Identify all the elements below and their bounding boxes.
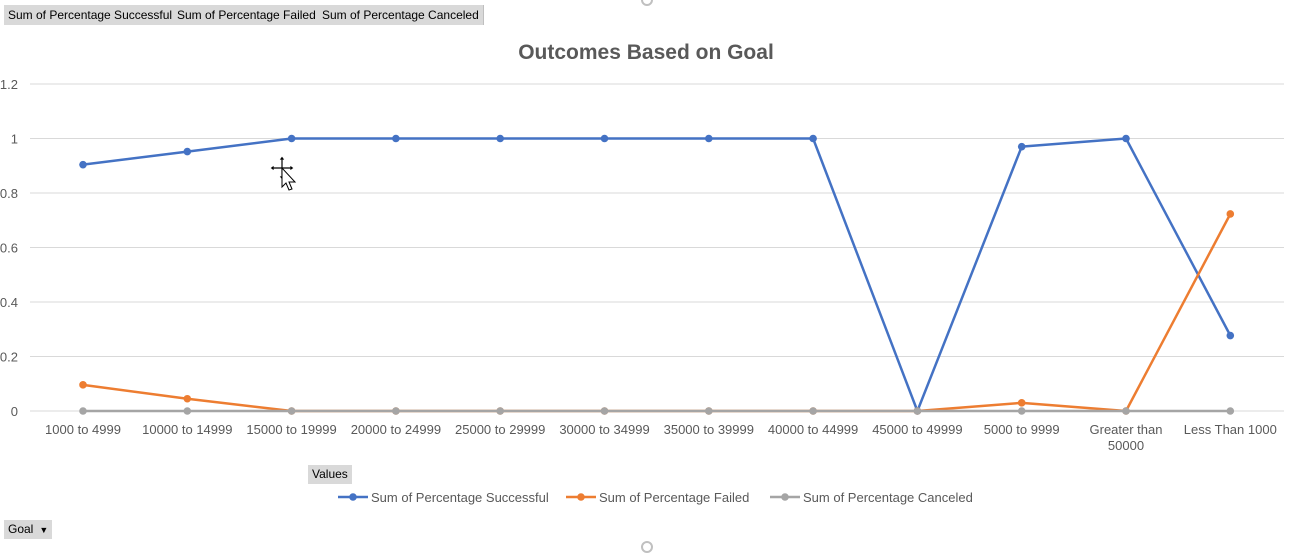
legend-item: Sum of Percentage Canceled bbox=[770, 490, 973, 505]
data-point bbox=[496, 134, 505, 143]
field-button-canceled[interactable]: Sum of Percentage Canceled bbox=[318, 5, 484, 25]
x-category-label: 10000 to 14999 bbox=[142, 422, 232, 437]
goal-field-label: Goal bbox=[8, 522, 34, 536]
legend-label: Sum of Percentage Canceled bbox=[803, 490, 973, 505]
x-category-label: 45000 to 49999 bbox=[872, 422, 962, 437]
series-line bbox=[82, 213, 1232, 413]
data-point bbox=[1122, 407, 1130, 415]
x-category-label: 25000 to 29999 bbox=[455, 422, 545, 437]
data-point bbox=[496, 407, 505, 415]
data-point bbox=[705, 134, 713, 143]
legend-label: Sum of Percentage Failed bbox=[599, 490, 749, 505]
data-point bbox=[1226, 407, 1235, 415]
data-point bbox=[287, 134, 296, 143]
series-line bbox=[82, 137, 1232, 413]
y-tick-label: 0.2 bbox=[0, 350, 18, 365]
x-category-label: 1000 to 4999 bbox=[45, 422, 121, 437]
y-tick-label: 0 bbox=[11, 404, 18, 419]
series-0 bbox=[79, 134, 1235, 415]
data-point bbox=[1122, 134, 1130, 143]
data-point bbox=[287, 407, 296, 415]
data-point bbox=[183, 407, 192, 415]
legend-item: Sum of Percentage Successful bbox=[338, 490, 549, 505]
y-tick-label: 1 bbox=[11, 132, 18, 147]
data-point bbox=[183, 147, 192, 156]
legend-marker bbox=[349, 493, 357, 501]
x-category-label: 40000 to 44999 bbox=[768, 422, 858, 437]
data-point bbox=[809, 134, 817, 143]
data-point bbox=[79, 160, 87, 169]
goal-field-button[interactable]: Goal ▼ bbox=[4, 520, 53, 539]
data-point bbox=[183, 394, 192, 403]
y-tick-label: 1.2 bbox=[0, 77, 18, 92]
x-category-label: 30000 to 34999 bbox=[559, 422, 649, 437]
data-point bbox=[1226, 331, 1235, 340]
data-point bbox=[1017, 407, 1026, 415]
data-point bbox=[913, 407, 922, 415]
legend-marker bbox=[577, 493, 585, 501]
data-point bbox=[79, 407, 87, 415]
data-point bbox=[392, 134, 400, 143]
series-1 bbox=[79, 210, 1235, 415]
legend-item: Sum of Percentage Failed bbox=[566, 490, 749, 505]
x-category-label: 15000 to 19999 bbox=[246, 422, 336, 437]
move-cursor-icon bbox=[269, 155, 297, 191]
series-lines bbox=[79, 134, 1235, 415]
x-category-label: 20000 to 24999 bbox=[351, 422, 441, 437]
x-category-label: 5000 to 9999 bbox=[984, 422, 1060, 437]
x-axis-categories: 1000 to 4999 10000 to 14999 15000 to 19999… bbox=[45, 422, 1277, 453]
data-point bbox=[1017, 142, 1026, 151]
values-field-button[interactable]: Values bbox=[308, 465, 352, 484]
data-point bbox=[809, 407, 817, 415]
data-point bbox=[600, 134, 609, 143]
dropdown-arrow-icon: ▼ bbox=[39, 525, 49, 535]
x-category-label: 35000 to 39999 bbox=[664, 422, 754, 437]
y-tick-label: 0.4 bbox=[0, 295, 18, 310]
resize-handle-top[interactable] bbox=[641, 0, 653, 6]
data-point bbox=[705, 407, 713, 415]
gridlines bbox=[30, 83, 1284, 412]
data-point bbox=[392, 407, 400, 415]
legend-marker bbox=[781, 493, 789, 501]
legend: Sum of Percentage Successful Sum of Perce… bbox=[338, 490, 973, 505]
data-point bbox=[600, 407, 609, 415]
x-category-label: Less Than 1000 bbox=[1184, 422, 1277, 437]
y-tick-label: 0.8 bbox=[0, 186, 18, 201]
y-axis-ticks: 0 0.2 0.4 0.6 0.8 1 1.2 bbox=[0, 77, 18, 419]
series-2 bbox=[79, 407, 1235, 415]
field-button-failed[interactable]: Sum of Percentage Failed bbox=[173, 5, 321, 25]
field-button-successful[interactable]: Sum of Percentage Successful bbox=[4, 5, 178, 25]
legend-label: Sum of Percentage Successful bbox=[371, 490, 549, 505]
x-category-label: Greater than 50000 bbox=[1090, 422, 1163, 453]
data-point bbox=[79, 381, 87, 389]
data-point bbox=[1017, 399, 1026, 407]
chart-title: Outcomes Based on Goal bbox=[518, 41, 774, 64]
data-point bbox=[1226, 210, 1235, 218]
y-tick-label: 0.6 bbox=[0, 241, 18, 256]
